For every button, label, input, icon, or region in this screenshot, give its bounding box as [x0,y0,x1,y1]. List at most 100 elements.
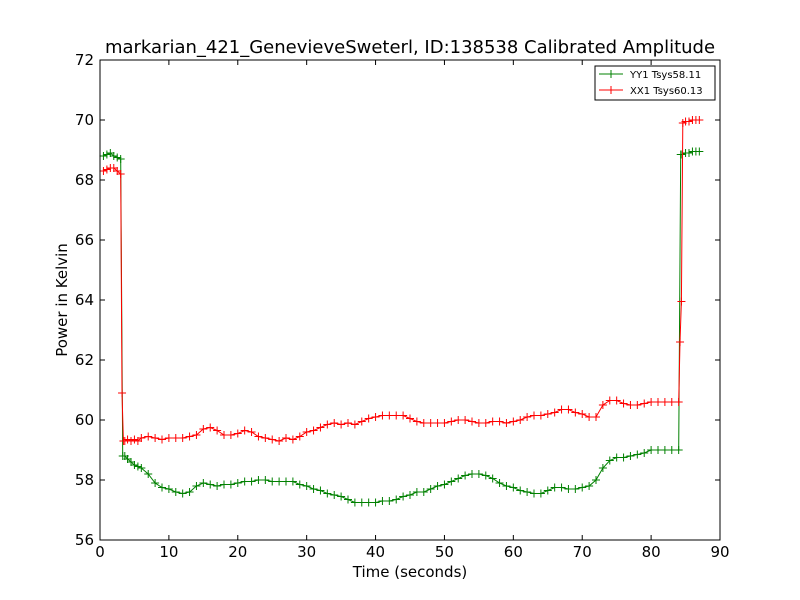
data-point-yy1-62 [481,471,490,480]
data-point-yy1-39 [323,489,332,498]
y-tick-label-4: 64 [75,291,94,309]
data-point-yy1-30 [261,476,270,484]
y-tick-label-1: 58 [75,471,94,489]
x-tick-label-9: 90 [710,543,729,561]
data-point-yy1-34 [288,477,297,486]
data-point-yy1-50 [399,492,408,501]
data-point-xx1-32 [268,435,277,444]
data-point-yy1-72 [550,483,559,492]
data-point-xx1-37 [302,428,311,436]
data-point-yy1-65 [502,482,511,490]
data-point-yy1-74 [564,485,573,493]
data-point-xx1-17 [164,434,173,442]
data-point-xx1-65 [495,417,504,426]
data-point-yy1-24 [220,480,228,489]
chart-title: markarian_421_GenevieveSweterl, ID:13853… [105,37,715,58]
x-tick-label-8: 80 [642,543,661,561]
data-point-yy1-25 [226,480,235,489]
data-point-xx1-24 [213,426,222,435]
data-point-yy1-55 [433,482,442,490]
data-point-xx1-29 [247,428,256,436]
data-point-xx1-71 [536,411,545,420]
data-point-xx1-50 [392,411,401,420]
data-point-xx1-45 [357,417,366,426]
data-point-xx1-31 [261,434,270,442]
y-tick-label-6: 68 [75,171,94,189]
data-point-yy1-33 [282,477,290,486]
data-point-xx1-61 [468,417,476,426]
data-point-yy1-52 [412,488,421,496]
data-point-xx1-18 [171,434,180,442]
data-point-xx1-23 [206,423,215,432]
data-point-yy1-59 [461,471,470,480]
data-point-xx1-56 [433,419,442,427]
data-point-yy1-23 [213,482,222,490]
y-tick-label-2: 60 [75,411,94,429]
data-point-yy1-12 [137,464,146,472]
data-point-xx1-30 [254,432,263,441]
data-point-xx1-64 [488,417,497,426]
data-point-yy1-90 [674,446,683,454]
data-point-xx1-85 [633,401,642,409]
data-point-yy1-32 [275,477,284,486]
data-point-xx1-22 [199,425,208,433]
data-point-yy1-5 [116,155,125,163]
data-point-yy1-94 [685,149,693,157]
data-point-yy1-17 [171,488,180,496]
data-point-xx1-14 [144,432,153,441]
data-point-xx1-55 [426,419,435,427]
data-point-xx1-19 [178,434,187,442]
data-point-xx1-57 [440,419,449,427]
data-point-xx1-25 [220,431,228,439]
data-point-xx1-54 [419,419,428,427]
data-point-xx1-82 [612,396,621,405]
data-point-yy1-15 [158,483,166,492]
data-point-yy1-60 [468,470,476,478]
data-point-xx1-38 [309,426,318,435]
data-point-xx1-96 [685,117,693,126]
y-tick-label-7: 70 [75,111,94,129]
data-point-xx1-13 [137,434,146,442]
data-point-xx1-62 [474,419,483,427]
data-point-xx1-75 [564,405,573,414]
data-point-yy1-69 [530,489,538,498]
data-point-xx1-74 [557,405,566,414]
data-point-xx1-59 [454,416,463,424]
series-yy1 [99,147,704,507]
data-point-xx1-15 [151,434,160,442]
data-point-yy1-84 [633,450,642,459]
data-point-yy1-31 [268,477,277,486]
data-point-yy1-36 [302,482,311,490]
data-point-yy1-85 [640,449,649,457]
data-point-yy1-13 [144,470,153,478]
data-point-xx1-10 [127,437,135,445]
data-point-xx1-20 [185,432,194,441]
data-point-xx1-44 [350,420,359,429]
data-point-xx1-51 [399,411,408,420]
y-tick-label-8: 72 [75,51,94,69]
data-point-xx1-81 [605,396,614,405]
data-point-yy1-77 [585,482,594,490]
data-point-xx1-34 [282,434,290,442]
data-point-yy1-79 [598,464,607,472]
data-point-yy1-29 [254,476,263,484]
data-point-xx1-66 [502,419,511,427]
data-point-yy1-4 [113,153,122,162]
data-point-yy1-73 [557,483,566,492]
data-point-xx1-92 [676,338,685,346]
data-point-yy1-97 [695,147,704,156]
data-point-xx1-39 [316,423,325,432]
y-tick-label-5: 66 [75,231,94,249]
data-point-xx1-69 [523,413,532,421]
data-point-xx1-28 [240,426,249,435]
data-point-yy1-19 [185,488,194,496]
data-point-yy1-75 [571,485,580,493]
data-point-yy1-89 [667,446,676,454]
data-point-yy1-54 [426,485,435,493]
data-point-yy1-45 [364,498,373,507]
data-point-xx1-80 [598,401,607,409]
data-point-yy1-20 [192,482,201,490]
data-point-xx1-27 [233,429,242,438]
data-point-xx1-47 [371,413,380,421]
